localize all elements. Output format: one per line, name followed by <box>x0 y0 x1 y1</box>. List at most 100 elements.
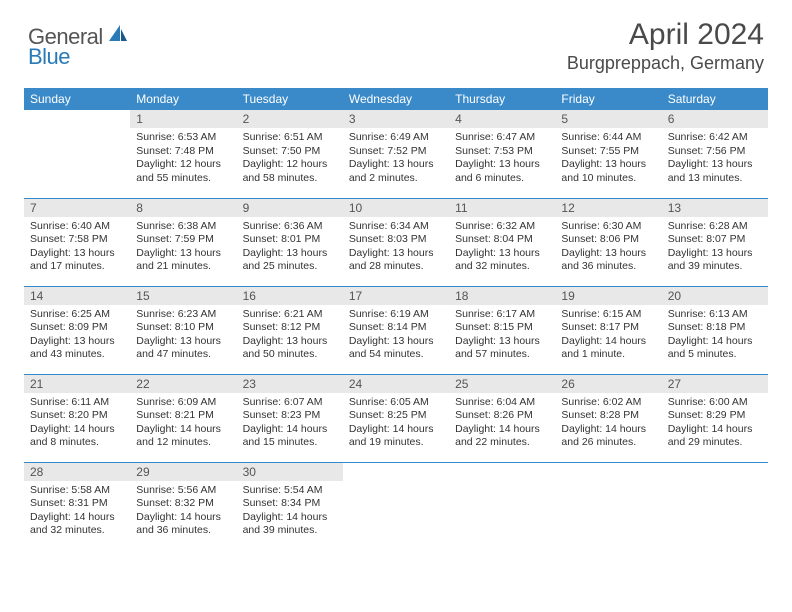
day-content: Sunrise: 6:44 AMSunset: 7:55 PMDaylight:… <box>555 128 661 190</box>
calendar-cell: 9Sunrise: 6:36 AMSunset: 8:01 PMDaylight… <box>237 198 343 286</box>
calendar-cell: 6Sunrise: 6:42 AMSunset: 7:56 PMDaylight… <box>662 110 768 198</box>
day-content: Sunrise: 6:25 AMSunset: 8:09 PMDaylight:… <box>24 305 130 367</box>
day-number: 8 <box>130 199 236 217</box>
weekday-header: Tuesday <box>237 88 343 110</box>
calendar-table: SundayMondayTuesdayWednesdayThursdayFrid… <box>24 88 768 550</box>
calendar-cell: 28Sunrise: 5:58 AMSunset: 8:31 PMDayligh… <box>24 462 130 550</box>
calendar-cell: 30Sunrise: 5:54 AMSunset: 8:34 PMDayligh… <box>237 462 343 550</box>
day-content: Sunrise: 6:28 AMSunset: 8:07 PMDaylight:… <box>662 217 768 279</box>
day-content: Sunrise: 6:13 AMSunset: 8:18 PMDaylight:… <box>662 305 768 367</box>
day-number: 4 <box>449 110 555 128</box>
day-number: 9 <box>237 199 343 217</box>
day-number: 16 <box>237 287 343 305</box>
day-content: Sunrise: 6:07 AMSunset: 8:23 PMDaylight:… <box>237 393 343 455</box>
calendar-row: 1Sunrise: 6:53 AMSunset: 7:48 PMDaylight… <box>24 110 768 198</box>
calendar-cell <box>449 462 555 550</box>
day-content: Sunrise: 6:36 AMSunset: 8:01 PMDaylight:… <box>237 217 343 279</box>
calendar-cell: 5Sunrise: 6:44 AMSunset: 7:55 PMDaylight… <box>555 110 661 198</box>
day-number <box>555 463 661 481</box>
calendar-cell: 4Sunrise: 6:47 AMSunset: 7:53 PMDaylight… <box>449 110 555 198</box>
day-number: 30 <box>237 463 343 481</box>
day-number: 3 <box>343 110 449 128</box>
calendar-cell: 3Sunrise: 6:49 AMSunset: 7:52 PMDaylight… <box>343 110 449 198</box>
calendar-cell: 26Sunrise: 6:02 AMSunset: 8:28 PMDayligh… <box>555 374 661 462</box>
calendar-cell: 22Sunrise: 6:09 AMSunset: 8:21 PMDayligh… <box>130 374 236 462</box>
day-number: 14 <box>24 287 130 305</box>
day-number <box>662 463 768 481</box>
day-content: Sunrise: 5:56 AMSunset: 8:32 PMDaylight:… <box>130 481 236 543</box>
calendar-cell: 24Sunrise: 6:05 AMSunset: 8:25 PMDayligh… <box>343 374 449 462</box>
day-content: Sunrise: 6:30 AMSunset: 8:06 PMDaylight:… <box>555 217 661 279</box>
day-content: Sunrise: 6:23 AMSunset: 8:10 PMDaylight:… <box>130 305 236 367</box>
day-number: 10 <box>343 199 449 217</box>
day-number: 12 <box>555 199 661 217</box>
calendar-cell: 18Sunrise: 6:17 AMSunset: 8:15 PMDayligh… <box>449 286 555 374</box>
day-content: Sunrise: 6:09 AMSunset: 8:21 PMDaylight:… <box>130 393 236 455</box>
weekday-header: Wednesday <box>343 88 449 110</box>
day-content: Sunrise: 5:54 AMSunset: 8:34 PMDaylight:… <box>237 481 343 543</box>
day-content: Sunrise: 6:40 AMSunset: 7:58 PMDaylight:… <box>24 217 130 279</box>
day-number: 21 <box>24 375 130 393</box>
day-number: 5 <box>555 110 661 128</box>
day-number: 25 <box>449 375 555 393</box>
day-number <box>343 463 449 481</box>
day-content: Sunrise: 6:15 AMSunset: 8:17 PMDaylight:… <box>555 305 661 367</box>
day-content: Sunrise: 6:19 AMSunset: 8:14 PMDaylight:… <box>343 305 449 367</box>
day-number: 22 <box>130 375 236 393</box>
calendar-cell: 12Sunrise: 6:30 AMSunset: 8:06 PMDayligh… <box>555 198 661 286</box>
calendar-row: 28Sunrise: 5:58 AMSunset: 8:31 PMDayligh… <box>24 462 768 550</box>
calendar-cell: 13Sunrise: 6:28 AMSunset: 8:07 PMDayligh… <box>662 198 768 286</box>
day-number: 27 <box>662 375 768 393</box>
calendar-cell: 11Sunrise: 6:32 AMSunset: 8:04 PMDayligh… <box>449 198 555 286</box>
calendar-cell <box>343 462 449 550</box>
day-number: 28 <box>24 463 130 481</box>
weekday-header: Monday <box>130 88 236 110</box>
day-content: Sunrise: 6:53 AMSunset: 7:48 PMDaylight:… <box>130 128 236 190</box>
day-number: 20 <box>662 287 768 305</box>
calendar-cell <box>555 462 661 550</box>
calendar-row: 7Sunrise: 6:40 AMSunset: 7:58 PMDaylight… <box>24 198 768 286</box>
day-number: 7 <box>24 199 130 217</box>
weekday-header: Thursday <box>449 88 555 110</box>
day-number: 29 <box>130 463 236 481</box>
calendar-cell: 29Sunrise: 5:56 AMSunset: 8:32 PMDayligh… <box>130 462 236 550</box>
sail-icon <box>107 23 129 48</box>
calendar-header: SundayMondayTuesdayWednesdayThursdayFrid… <box>24 88 768 110</box>
calendar-cell: 10Sunrise: 6:34 AMSunset: 8:03 PMDayligh… <box>343 198 449 286</box>
day-number <box>449 463 555 481</box>
calendar-row: 14Sunrise: 6:25 AMSunset: 8:09 PMDayligh… <box>24 286 768 374</box>
calendar-cell: 19Sunrise: 6:15 AMSunset: 8:17 PMDayligh… <box>555 286 661 374</box>
calendar-cell <box>24 110 130 198</box>
month-title: April 2024 <box>567 18 764 51</box>
day-content: Sunrise: 6:21 AMSunset: 8:12 PMDaylight:… <box>237 305 343 367</box>
calendar-cell: 20Sunrise: 6:13 AMSunset: 8:18 PMDayligh… <box>662 286 768 374</box>
day-content: Sunrise: 6:42 AMSunset: 7:56 PMDaylight:… <box>662 128 768 190</box>
day-content: Sunrise: 6:47 AMSunset: 7:53 PMDaylight:… <box>449 128 555 190</box>
weekday-header: Sunday <box>24 88 130 110</box>
day-content: Sunrise: 6:05 AMSunset: 8:25 PMDaylight:… <box>343 393 449 455</box>
day-number: 23 <box>237 375 343 393</box>
day-content: Sunrise: 6:49 AMSunset: 7:52 PMDaylight:… <box>343 128 449 190</box>
calendar-cell: 14Sunrise: 6:25 AMSunset: 8:09 PMDayligh… <box>24 286 130 374</box>
calendar-cell: 16Sunrise: 6:21 AMSunset: 8:12 PMDayligh… <box>237 286 343 374</box>
calendar-cell: 27Sunrise: 6:00 AMSunset: 8:29 PMDayligh… <box>662 374 768 462</box>
calendar-cell: 21Sunrise: 6:11 AMSunset: 8:20 PMDayligh… <box>24 374 130 462</box>
day-number: 2 <box>237 110 343 128</box>
calendar-cell: 23Sunrise: 6:07 AMSunset: 8:23 PMDayligh… <box>237 374 343 462</box>
day-number: 26 <box>555 375 661 393</box>
day-number <box>24 110 130 128</box>
day-content: Sunrise: 6:38 AMSunset: 7:59 PMDaylight:… <box>130 217 236 279</box>
day-number: 13 <box>662 199 768 217</box>
day-content: Sunrise: 6:34 AMSunset: 8:03 PMDaylight:… <box>343 217 449 279</box>
calendar-body: 1Sunrise: 6:53 AMSunset: 7:48 PMDaylight… <box>24 110 768 550</box>
calendar-cell: 7Sunrise: 6:40 AMSunset: 7:58 PMDaylight… <box>24 198 130 286</box>
calendar-cell: 2Sunrise: 6:51 AMSunset: 7:50 PMDaylight… <box>237 110 343 198</box>
calendar-cell <box>662 462 768 550</box>
day-content: Sunrise: 6:04 AMSunset: 8:26 PMDaylight:… <box>449 393 555 455</box>
day-content: Sunrise: 6:32 AMSunset: 8:04 PMDaylight:… <box>449 217 555 279</box>
calendar-row: 21Sunrise: 6:11 AMSunset: 8:20 PMDayligh… <box>24 374 768 462</box>
title-block: April 2024 Burgpreppach, Germany <box>567 18 764 74</box>
day-content: Sunrise: 6:51 AMSunset: 7:50 PMDaylight:… <box>237 128 343 190</box>
day-content: Sunrise: 5:58 AMSunset: 8:31 PMDaylight:… <box>24 481 130 543</box>
day-number: 17 <box>343 287 449 305</box>
